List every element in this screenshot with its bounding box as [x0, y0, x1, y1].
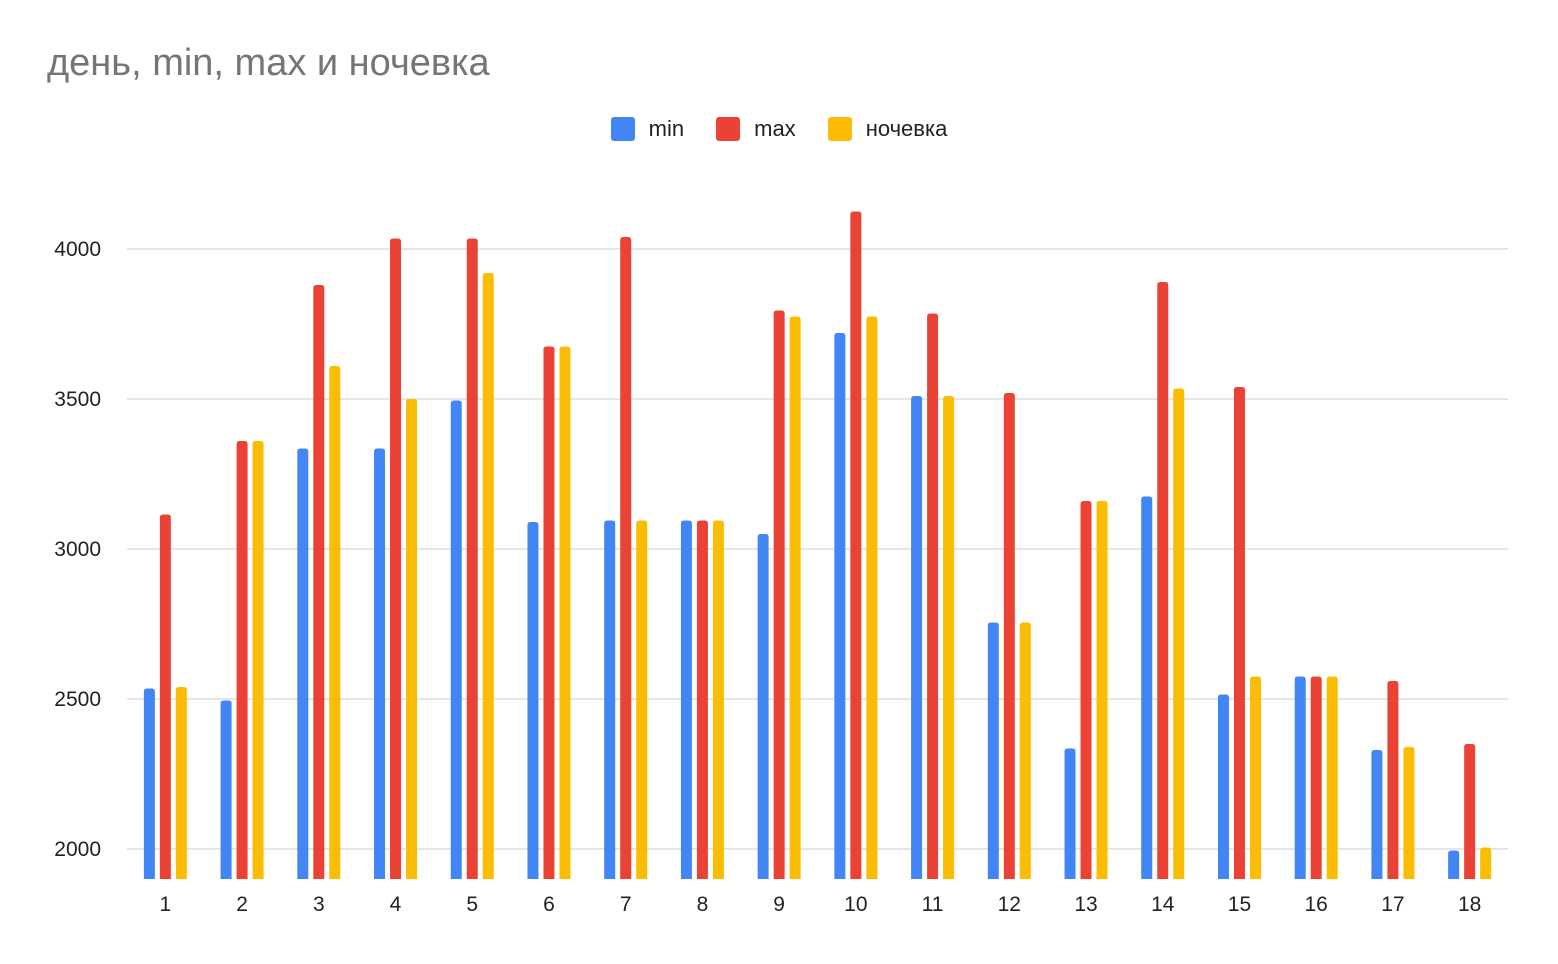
- bar-ночевка-16[interactable]: [1326, 676, 1338, 880]
- bar-ночевка-18[interactable]: [1480, 847, 1492, 880]
- bar-min-9[interactable]: [757, 534, 769, 879]
- x-tick-label-5: 5: [466, 893, 478, 916]
- x-tick-label-1: 1: [160, 893, 172, 916]
- bar-ночевка-15[interactable]: [1249, 676, 1261, 880]
- y-tick-label-3000: 3000: [54, 538, 101, 561]
- x-tick-label-12: 12: [998, 893, 1021, 916]
- bar-max-4[interactable]: [390, 238, 402, 880]
- x-tick-label-9: 9: [773, 893, 785, 916]
- bar-max-14[interactable]: [1157, 282, 1169, 879]
- bar-min-13[interactable]: [1064, 748, 1076, 880]
- bar-max-11[interactable]: [927, 313, 939, 880]
- bar-ночевка-3[interactable]: [329, 366, 341, 879]
- legend-label-nochevka: ночевка: [865, 116, 948, 141]
- x-tick-label-3: 3: [313, 893, 325, 916]
- x-tick-label-13: 13: [1074, 893, 1097, 916]
- bar-max-5[interactable]: [466, 238, 478, 880]
- bar-min-16[interactable]: [1294, 676, 1306, 880]
- x-tick-label-4: 4: [390, 893, 402, 916]
- bar-ночевка-4[interactable]: [406, 399, 418, 879]
- bar-max-7[interactable]: [620, 237, 632, 879]
- bar-max-1[interactable]: [159, 514, 171, 880]
- bar-min-15[interactable]: [1217, 694, 1229, 880]
- bar-min-6[interactable]: [527, 522, 539, 879]
- y-tick-label-2000: 2000: [54, 838, 101, 861]
- bar-min-4[interactable]: [374, 448, 386, 880]
- bar-ночевка-12[interactable]: [1019, 622, 1031, 880]
- bar-max-15[interactable]: [1233, 387, 1245, 879]
- x-tick-label-11: 11: [922, 893, 944, 916]
- bar-max-12[interactable]: [1003, 393, 1015, 879]
- y-tick-label-4000: 4000: [54, 238, 101, 261]
- bar-max-16[interactable]: [1310, 676, 1322, 880]
- bar-min-10[interactable]: [834, 333, 846, 879]
- legend: min max ночевка: [0, 116, 1558, 142]
- bar-max-18[interactable]: [1464, 744, 1476, 879]
- bar-ночевка-17[interactable]: [1403, 747, 1415, 879]
- bar-min-5[interactable]: [450, 400, 462, 880]
- bar-max-3[interactable]: [313, 285, 325, 879]
- bar-ночевка-9[interactable]: [789, 316, 801, 880]
- bar-min-18[interactable]: [1448, 850, 1460, 880]
- bar-ночевка-14[interactable]: [1173, 388, 1185, 880]
- x-tick-label-15: 15: [1228, 893, 1251, 916]
- legend-swatch-min: [610, 117, 635, 141]
- bar-min-1[interactable]: [143, 688, 155, 880]
- x-tick-label-7: 7: [620, 893, 632, 916]
- x-tick-label-17: 17: [1381, 893, 1404, 916]
- bar-min-11[interactable]: [911, 396, 923, 879]
- bar-max-2[interactable]: [236, 441, 248, 879]
- bar-min-14[interactable]: [1141, 496, 1153, 880]
- x-tick-label-18: 18: [1458, 893, 1481, 916]
- bar-min-7[interactable]: [604, 520, 616, 880]
- bar-ночевка-8[interactable]: [712, 520, 724, 880]
- bar-max-9[interactable]: [773, 310, 785, 880]
- bar-max-10[interactable]: [850, 211, 862, 880]
- bar-ночевка-6[interactable]: [559, 346, 571, 880]
- bar-min-2[interactable]: [220, 700, 232, 880]
- x-tick-label-10: 10: [844, 893, 867, 916]
- bar-min-17[interactable]: [1371, 750, 1383, 879]
- x-tick-label-6: 6: [543, 893, 555, 916]
- legend-label-max: max: [754, 116, 796, 141]
- bar-ночевка-10[interactable]: [866, 316, 878, 880]
- legend-item-min[interactable]: min: [610, 116, 685, 142]
- bar-max-6[interactable]: [543, 346, 555, 880]
- y-tick-label-3500: 3500: [54, 388, 101, 411]
- legend-item-max[interactable]: max: [716, 116, 796, 142]
- legend-label-min: min: [648, 116, 685, 141]
- bar-ночевка-13[interactable]: [1096, 501, 1108, 879]
- x-tick-label-2: 2: [236, 893, 248, 916]
- bar-ночевка-2[interactable]: [252, 441, 264, 879]
- x-tick-label-14: 14: [1151, 893, 1175, 916]
- bar-ночевка-7[interactable]: [636, 520, 648, 880]
- x-tick-label-8: 8: [697, 893, 709, 916]
- legend-swatch-nochevka: [827, 117, 852, 141]
- bar-min-3[interactable]: [297, 448, 309, 880]
- bar-min-12[interactable]: [987, 622, 999, 880]
- bar-ночевка-5[interactable]: [482, 273, 494, 879]
- bar-max-17[interactable]: [1387, 681, 1399, 879]
- bar-ночевка-11[interactable]: [943, 396, 955, 879]
- x-tick-label-16: 16: [1305, 893, 1328, 916]
- bar-min-8[interactable]: [680, 520, 692, 880]
- y-tick-label-2500: 2500: [54, 688, 101, 711]
- chart-title: день, min, max и ночевка: [47, 42, 490, 84]
- legend-swatch-max: [716, 117, 741, 141]
- bar-max-8[interactable]: [696, 520, 708, 880]
- bar-max-13[interactable]: [1080, 501, 1092, 879]
- bar-ночевка-1[interactable]: [175, 687, 187, 879]
- legend-item-nochevka[interactable]: ночевка: [827, 116, 948, 142]
